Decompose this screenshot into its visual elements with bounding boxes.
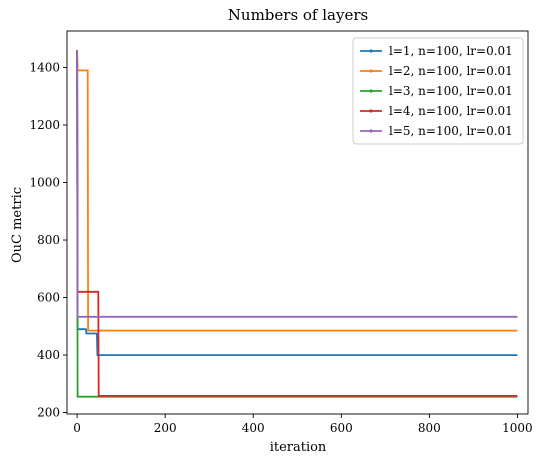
axes-frame (66, 30, 529, 415)
legend-marker (369, 69, 373, 73)
legend-item-2: l=2, n=100, lr=0.01 (360, 64, 513, 78)
legend-item-4: l=4, n=100, lr=0.01 (360, 104, 513, 118)
legend-label: l=3, n=100, lr=0.01 (389, 84, 513, 98)
chart-title: Numbers of layers (228, 6, 368, 24)
legend-marker (369, 109, 373, 113)
x-tick-label: 600 (330, 421, 353, 435)
x-tick-label: 200 (154, 421, 177, 435)
legend-item-3: l=3, n=100, lr=0.01 (360, 84, 513, 98)
axes: 0 200 400 600 800 1000 200 400 600 800 1000 1200 140… (29, 30, 533, 435)
x-tick-label: 800 (418, 421, 441, 435)
legend-label: l=1, n=100, lr=0.01 (389, 44, 513, 58)
legend-marker (369, 89, 373, 93)
legend-marker (369, 129, 373, 133)
legend-box (352, 37, 524, 145)
legend-label: l=2, n=100, lr=0.01 (389, 64, 513, 78)
legend-item-5: l=5, n=100, lr=0.01 (360, 124, 513, 138)
y-tick-label: 200 (37, 406, 60, 420)
legend-marker (369, 49, 373, 53)
y-tick-label: 400 (37, 348, 60, 362)
x-tick-label: 0 (73, 421, 81, 435)
series-line-5 (76, 50, 518, 318)
x-tick-label: 400 (242, 421, 265, 435)
legend-label: l=4, n=100, lr=0.01 (389, 104, 513, 118)
y-tick-label: 800 (37, 233, 60, 247)
legend-item-1: l=1, n=100, lr=0.01 (360, 44, 513, 58)
y-tick-label: 1000 (29, 176, 60, 190)
plot-area (76, 50, 518, 398)
y-tick-label: 1400 (29, 61, 60, 75)
y-tick-label: 600 (37, 291, 60, 305)
legend-label: l=5, n=100, lr=0.01 (389, 124, 513, 138)
x-tick-label: 1000 (502, 421, 533, 435)
y-tick-label: 1200 (29, 118, 60, 132)
x-axis-label: iteration (270, 440, 327, 455)
legend: l=1, n=100, lr=0.01 l=2, n=100, lr=0.01 l=… (352, 37, 524, 145)
y-axis-label: OuC metric (10, 187, 25, 263)
